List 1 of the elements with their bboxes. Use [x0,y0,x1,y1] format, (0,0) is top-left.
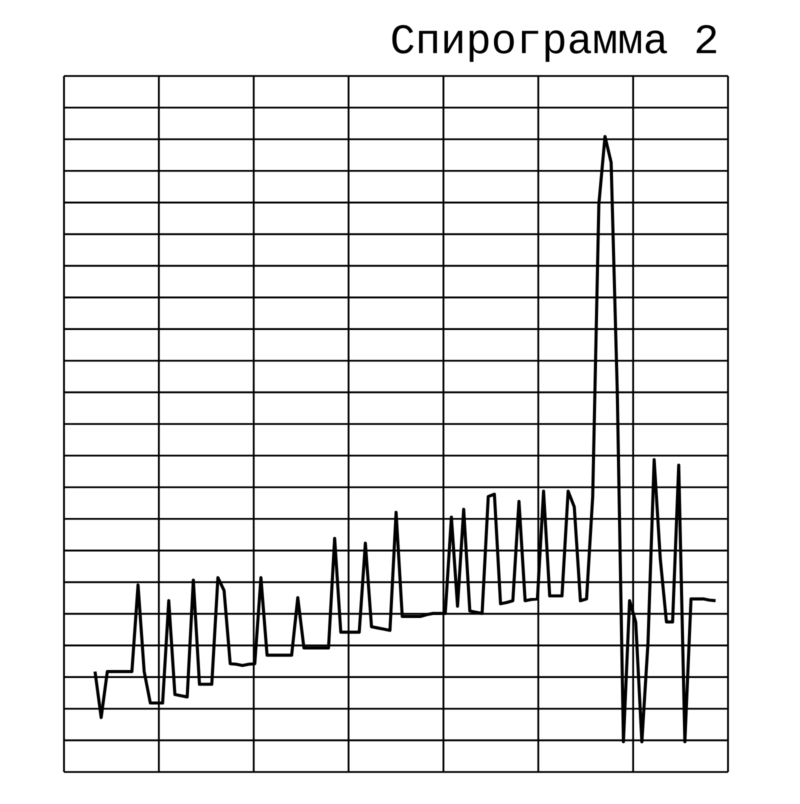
chart-title: Спирограмма 2 [392,24,716,62]
